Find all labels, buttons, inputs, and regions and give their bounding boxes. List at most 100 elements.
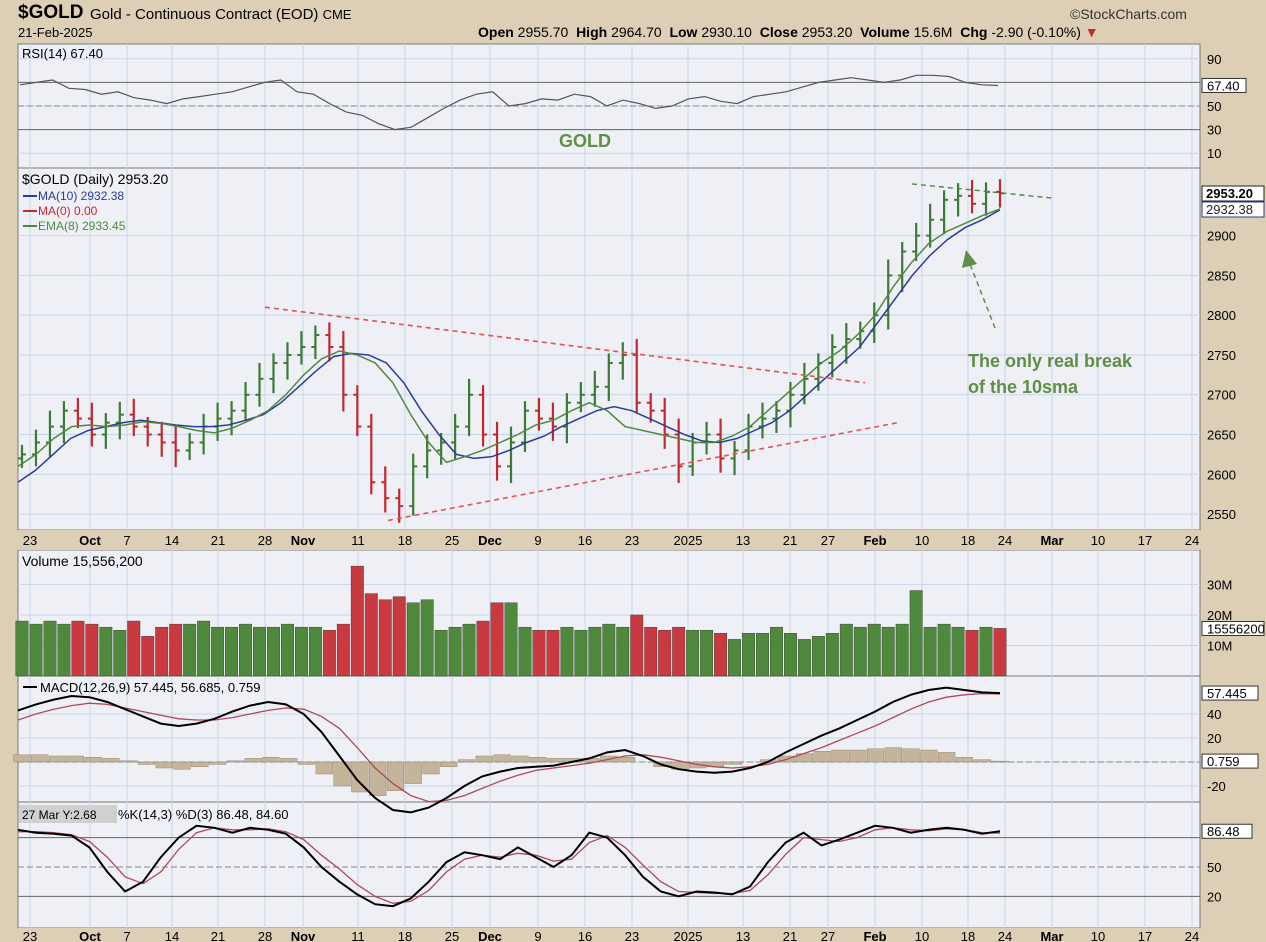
date-tick-label: Mar — [1040, 533, 1063, 548]
date-bottom-tick-label: 27 — [821, 929, 835, 942]
macd-histogram-bar — [280, 758, 298, 763]
volume-bar — [57, 623, 71, 677]
ma-value-box — [1201, 201, 1265, 218]
volume-bar — [364, 593, 378, 677]
volume-bar — [113, 630, 127, 677]
date-tick-label: 10 — [1091, 533, 1105, 548]
annotation-text: The only real break — [968, 351, 1133, 371]
date-tick-label: 2025 — [674, 533, 703, 548]
chart-header: $GOLD Gold - Continuous Contract (EOD) C… — [0, 0, 1266, 44]
date-tick-label: Oct — [79, 533, 101, 548]
date-bottom-tick-label: 28 — [258, 929, 272, 942]
volume-bar — [518, 626, 532, 677]
date-tick-label: 25 — [445, 533, 459, 548]
annotation-arrow-line — [969, 263, 996, 329]
date-bottom-tick-label: 24 — [998, 929, 1012, 942]
price-axis-label: 2550 — [1207, 507, 1236, 522]
macd-histogram-bar — [84, 757, 102, 763]
stoch-axis-label: 20 — [1207, 889, 1221, 904]
volume-bar — [602, 623, 616, 677]
price-axis-label: 2650 — [1207, 428, 1236, 443]
legend-entry: MA(0) 0.00 — [38, 204, 98, 218]
volume-bar — [825, 633, 839, 677]
volume-bar — [867, 623, 881, 677]
price-axis-label: 2600 — [1207, 467, 1236, 482]
volume-bar — [490, 602, 504, 677]
volume-bar — [714, 633, 728, 677]
macd-histogram-bar — [191, 761, 209, 767]
macd-histogram-bar — [955, 757, 974, 763]
macd-histogram-bar — [973, 759, 991, 763]
macd-histogram-bar — [13, 754, 31, 763]
volume-bar — [294, 626, 308, 677]
macd-axis-label: -20 — [1207, 779, 1226, 794]
macd-axis-label: 20 — [1207, 731, 1221, 746]
volume-bar — [881, 626, 895, 677]
volume-bar — [71, 620, 85, 677]
volume-bar — [560, 626, 574, 677]
macd-line — [17, 686, 1001, 814]
volume-bar — [15, 620, 29, 677]
volume-bar — [979, 626, 993, 677]
date-bottom-tick-label: 18 — [398, 929, 412, 942]
date-bottom-tick-label: 18 — [961, 929, 975, 942]
date-tick-label: 23 — [23, 533, 37, 548]
volume-bar — [797, 639, 811, 677]
volume-bar — [770, 626, 783, 677]
stoch-title: %K(14,3) %D(3) 86.48, 84.60 — [118, 807, 289, 822]
volume-bar — [909, 590, 923, 677]
volume-bar — [420, 599, 434, 677]
macd-histogram-bar — [440, 761, 458, 767]
volume-bar — [267, 626, 280, 677]
price-axis-label: 2850 — [1207, 268, 1236, 283]
macd-histogram-bar — [155, 761, 173, 769]
macd-value-box — [1201, 685, 1259, 701]
macd-histogram-bar — [920, 749, 938, 763]
date-bottom-tick-label: 9 — [534, 929, 541, 942]
crosshair-label: 27 Mar Y:2.68 — [22, 808, 97, 822]
volume-axis-label: 15556200 — [1207, 622, 1265, 637]
volume-bar — [742, 633, 755, 677]
price-axis-label: 2700 — [1207, 388, 1236, 403]
volume-bar — [434, 630, 448, 677]
volume-bar — [937, 623, 951, 677]
macd-histogram-bar — [849, 749, 867, 763]
macd-axis-label: 40 — [1207, 707, 1221, 722]
macd-histogram-bar — [475, 755, 493, 763]
volume-bar — [839, 623, 853, 677]
volume-bar — [43, 620, 57, 677]
volume-bar — [658, 630, 672, 677]
ticker-symbol[interactable]: $GOLD — [18, 2, 84, 23]
date-bottom-tick-label: 21 — [783, 929, 797, 942]
date-tick-label: 7 — [123, 533, 130, 548]
legend-entry: MA(10) 2932.38 — [38, 189, 124, 203]
ema8-line — [17, 208, 1001, 468]
date-bottom-tick-label: 11 — [351, 929, 365, 942]
close-value-box — [1201, 185, 1265, 202]
brand-label[interactable]: ©StockCharts.com — [1070, 6, 1187, 22]
volume-bar — [853, 626, 867, 677]
top-trendline — [911, 183, 1055, 199]
date-tick-label: 14 — [165, 533, 179, 548]
volume-bar — [350, 565, 364, 677]
macd-value-box — [1201, 753, 1259, 769]
date-bottom-tick-label: 23 — [625, 929, 639, 942]
volume-bar — [197, 620, 211, 677]
rsi-axis-label: 50 — [1207, 99, 1221, 114]
volume-bar — [225, 626, 239, 677]
macd-histogram-bar — [262, 757, 280, 763]
macd-histogram-bar — [120, 760, 138, 763]
volume-axis-label: 20M — [1207, 608, 1232, 623]
volume-bar — [378, 599, 392, 677]
macd-histogram-bar — [617, 757, 636, 763]
volume-title: Volume 15,556,200 — [22, 553, 143, 569]
volume-bar — [281, 623, 294, 677]
price-title: $GOLD (Daily) 2953.20 — [22, 171, 169, 187]
date-bottom-tick-label: 16 — [578, 929, 592, 942]
macd-histogram-bar — [511, 755, 529, 763]
volume-bar — [253, 626, 266, 677]
volume-bar — [644, 626, 658, 677]
date-bottom-tick-label: Oct — [79, 929, 101, 942]
date-tick-label: Feb — [863, 533, 886, 548]
ma-value-label: 2932.38 — [1206, 202, 1253, 217]
